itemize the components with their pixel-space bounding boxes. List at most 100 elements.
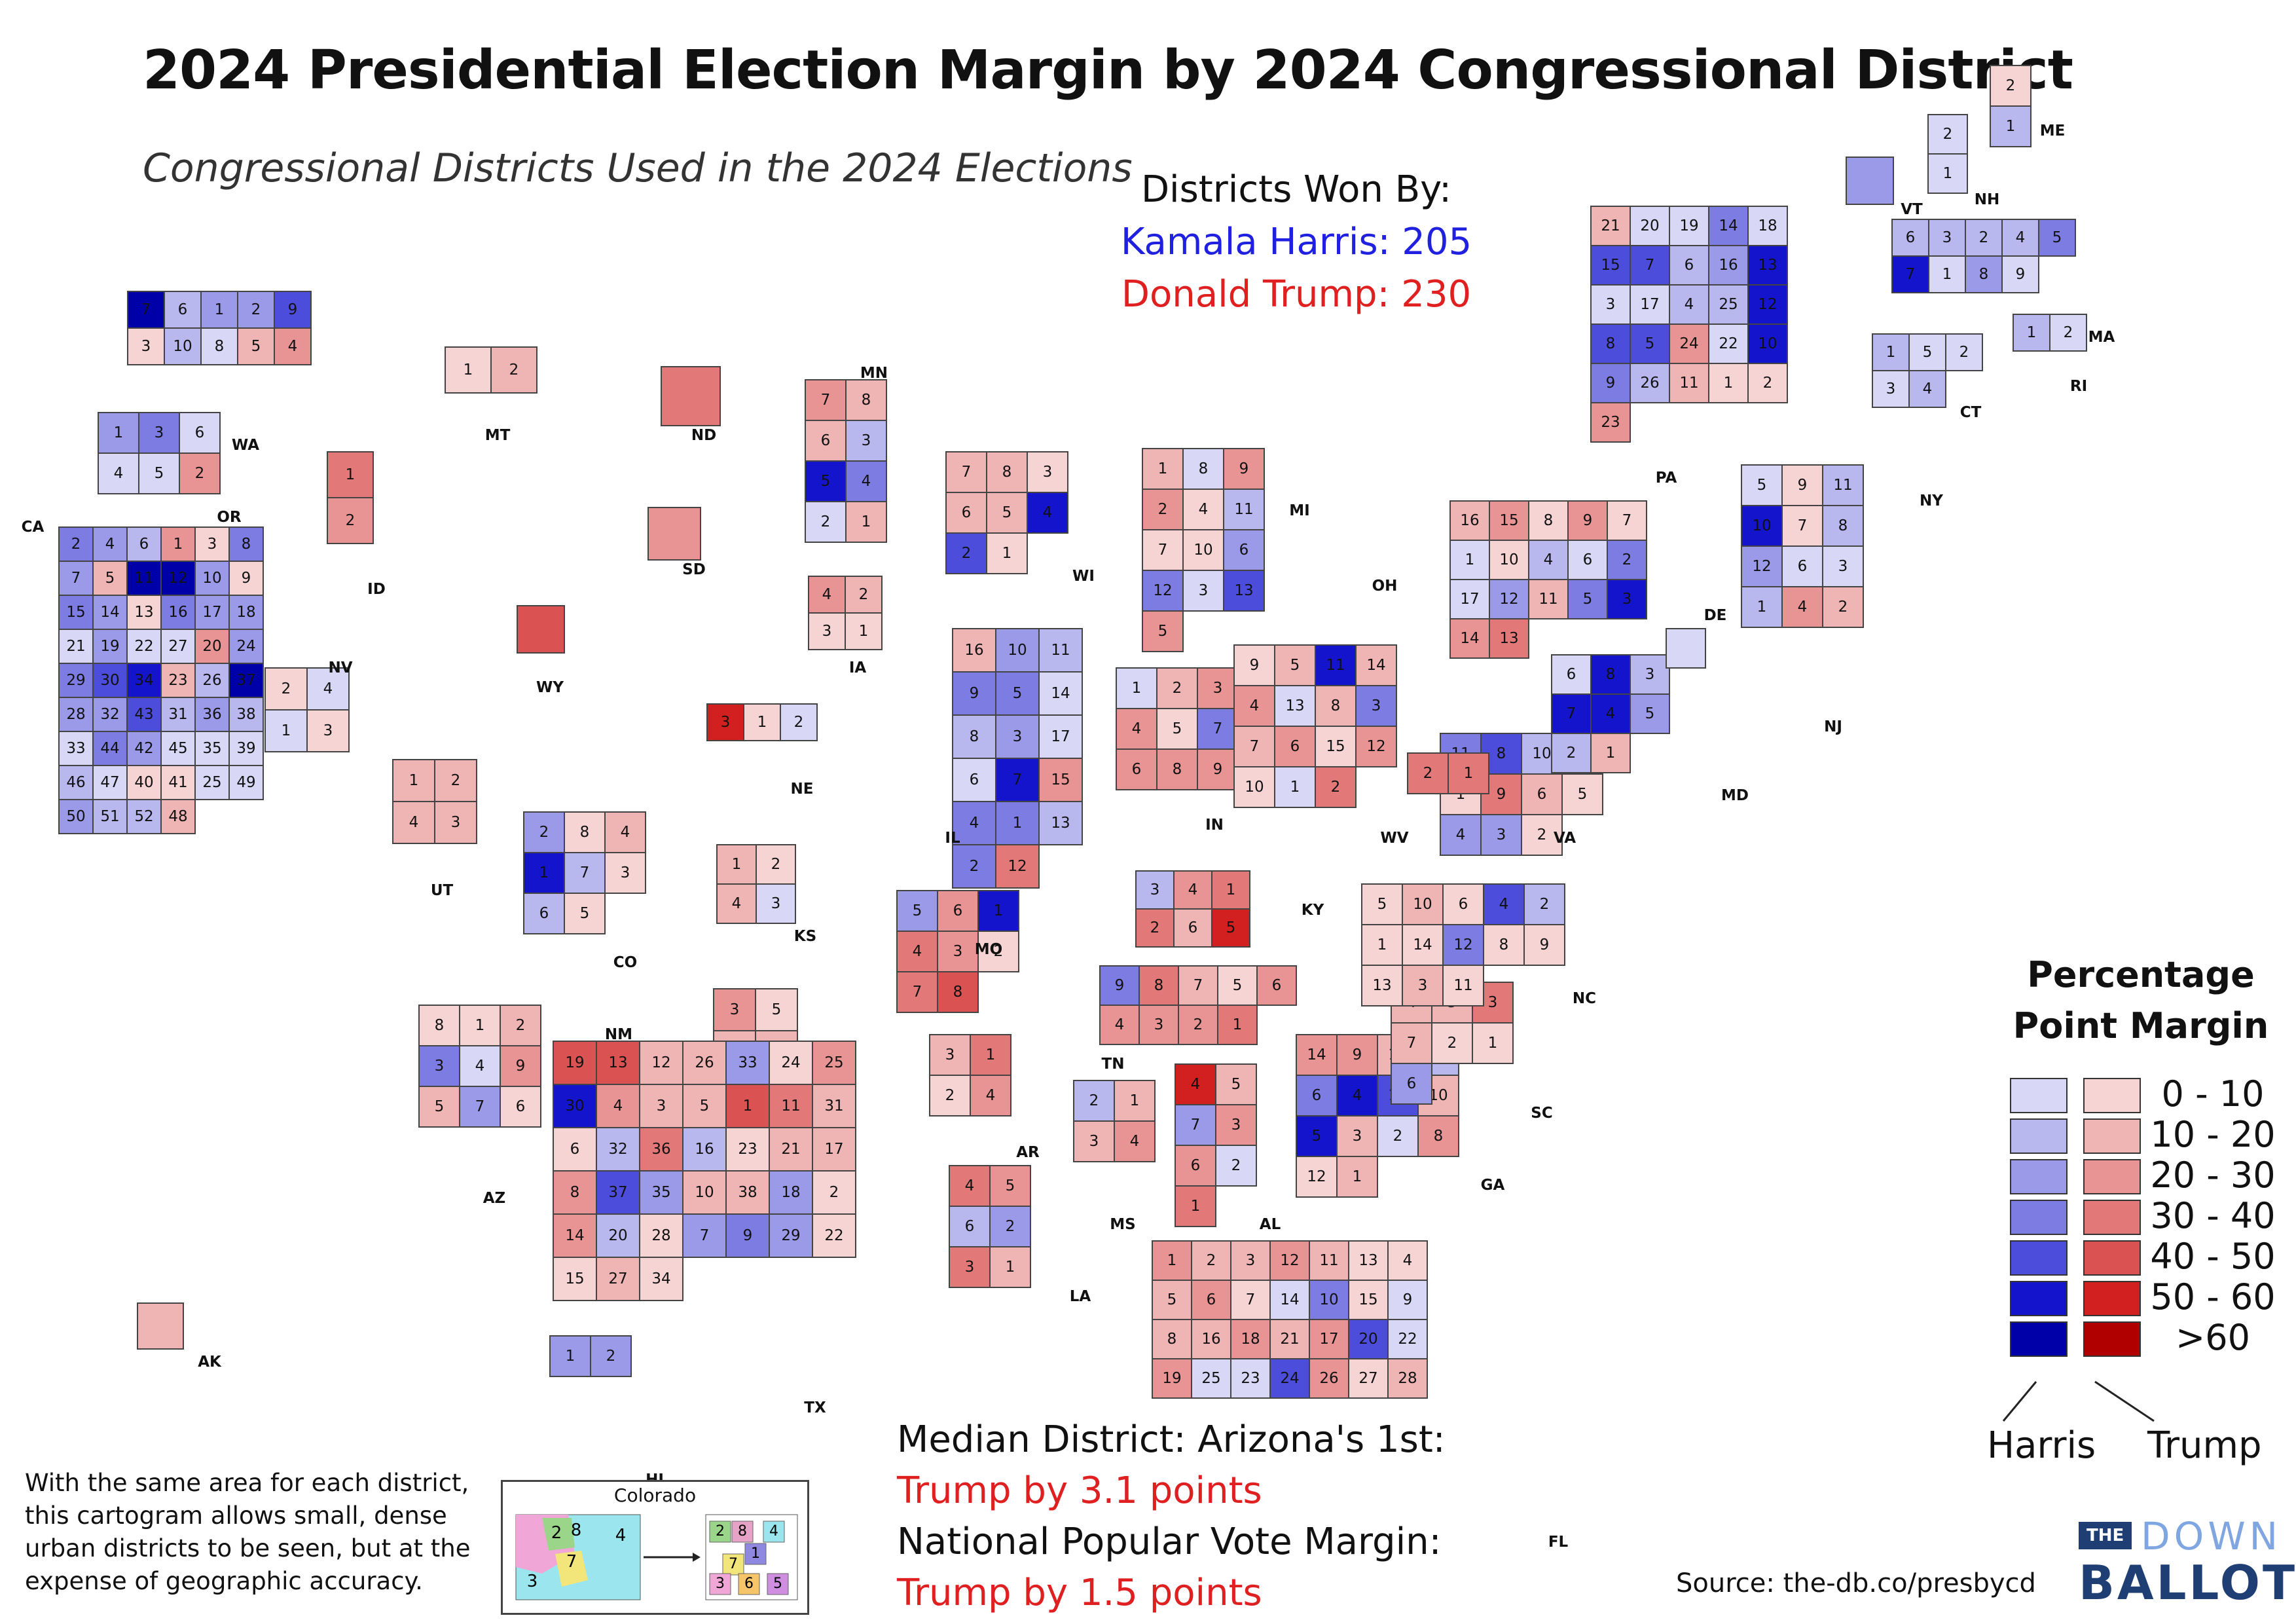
district-ut-4 [392,801,435,844]
district-il-12 [995,844,1040,889]
district-number: 6 [1407,1075,1417,1092]
district-number: 6 [965,1218,975,1235]
district-number: 2 [1959,344,1969,361]
district-number: 1 [994,902,1004,919]
district-number: 5 [2052,229,2062,246]
state-label: AL [1260,1216,1281,1233]
district-number: 26 [202,672,221,689]
district-tx-6 [553,1127,597,1172]
district-number: 9 [1798,477,1808,494]
district-number: 2 [1089,1092,1099,1109]
district-number: 5 [913,902,922,919]
district-number: 8 [1499,936,1509,953]
district-number: 3 [208,536,217,553]
district-wa-5 [237,327,275,365]
district-wa-8 [200,327,238,365]
page-title: 2024 Presidential Election Margin by 202… [143,39,2073,101]
district-fl-19 [1152,1358,1192,1399]
state-in: 1 2 3 4 5 7 6 8 9 IN [1116,667,1239,834]
district-number: 8 [1434,1128,1444,1145]
district-number: 1 [732,856,742,873]
district-number: 20 [1640,217,1659,234]
legend-range-label: 30 - 40 [2150,1195,2276,1236]
district-va-2 [1521,814,1563,856]
state-label: NH [1975,191,2000,208]
district-tn-7 [1178,965,1218,1006]
district-oh-5 [1274,644,1316,686]
district-fl-3 [1230,1240,1271,1281]
district-oh-11 [1315,644,1357,686]
state-label: NJ [1824,718,1842,735]
district-number: 9 [242,570,251,587]
legend-trump-label: Trump [2147,1424,2262,1467]
district-number: 4 [409,814,419,831]
district-number: 6 [1188,919,1198,936]
district-number: 48 [168,808,187,825]
district-wi-1 [986,532,1028,574]
state-wi: 7 8 3 6 5 4 2 1 WI [945,451,1095,585]
district-number: 6 [1583,551,1593,568]
median-district-label: Median District: Arizona's 1st: [897,1418,1446,1461]
district-number: 30 [565,1098,584,1115]
district-number: 6 [1272,977,1282,994]
district-number: 15 [1051,771,1070,788]
district-tx-1 [725,1084,770,1128]
district-id-2 [327,497,374,544]
district-sc-1 [1472,1022,1514,1064]
state-de: DE [1666,607,1726,669]
district-number: 1 [1464,765,1474,782]
state-label: IA [849,659,867,676]
district-number: 2 [1393,1128,1403,1145]
district-ut-3 [434,801,477,844]
district-md-2 [1551,733,1592,773]
district-number: 2 [346,512,355,529]
district-mi-5 [1142,610,1184,652]
district-la-6 [949,1206,991,1247]
district-number: 21 [781,1141,800,1158]
district-co-3 [604,852,646,894]
district-number: 1 [1757,599,1767,616]
district-ny-26 [1630,363,1670,403]
district-ca-4 [92,526,128,562]
district-number: 1 [282,722,291,739]
state-label: SC [1531,1105,1552,1122]
district-number: 4 [323,680,333,697]
district-in-6 [1116,748,1157,790]
district-number: 12 [1453,936,1472,953]
district-number: 3 [1497,826,1506,843]
district-ny-13 [1747,245,1788,286]
district-number: 2 [771,856,781,873]
district-number: 12 [1758,296,1777,313]
district-number: 1 [566,1348,575,1365]
district-number: 16 [168,604,187,621]
district-number: 11 [1679,375,1698,392]
district-number: 13 [1758,257,1777,274]
legend-swatch-trump [2083,1321,2141,1357]
state-label: NV [328,659,352,676]
state-label: GA [1481,1177,1505,1194]
district-number: 12 [651,1054,670,1071]
state-label: IL [945,830,960,847]
state-il: 16 10 11 9 5 14 8 3 17 6 7 15 4 1 13 2 12 IL [945,628,1083,889]
district-mn-7 [805,379,847,421]
state-label: ND [691,427,716,444]
district-number: 1 [1942,266,1952,283]
district-oh-1 [1274,766,1316,808]
district-number: 19 [1679,217,1698,234]
district-number: 18 [1241,1331,1260,1348]
district-sc-6 [1391,1063,1432,1105]
district-number: 32 [100,706,119,723]
district-number: 5 [251,338,261,355]
district-number: 37 [608,1184,627,1201]
district-pa-7 [1607,500,1647,541]
district-number: 8 [1979,266,1989,283]
district-number: 29 [781,1227,800,1244]
state-hi: 12HI [549,1335,664,1488]
district-il-17 [1038,714,1083,759]
district-number: 8 [1331,697,1341,714]
district-number: 6 [1459,896,1468,913]
district-me-2 [1990,65,2032,107]
district-number: 3 [1213,680,1223,697]
state-ky: 3 4 1 2 6 5 KY [1135,870,1324,948]
district-number: 9 [1250,657,1260,674]
